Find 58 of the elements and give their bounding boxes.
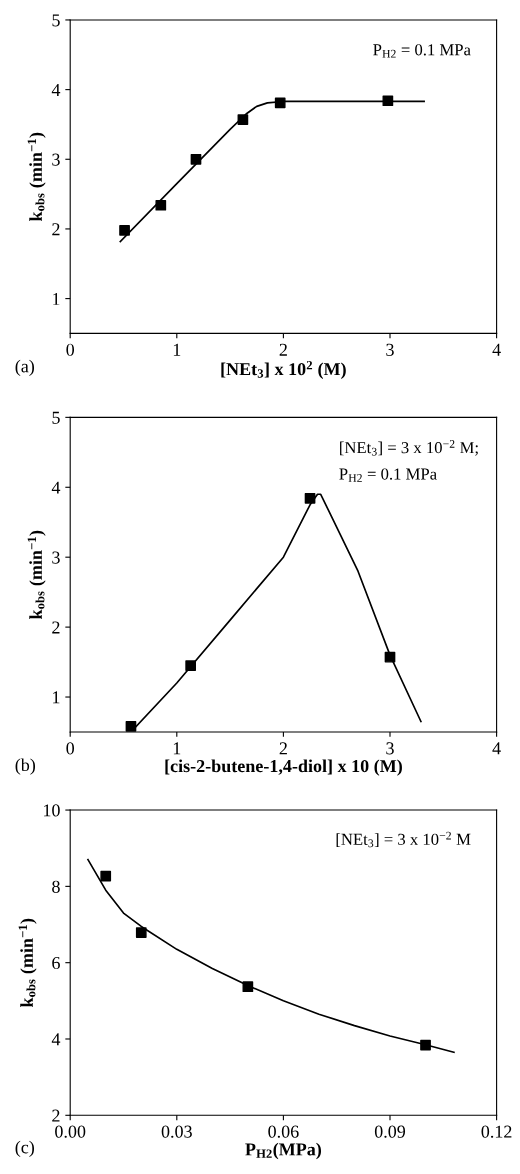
y-tick-label: 2 (52, 223, 60, 236)
point (384, 651, 396, 663)
x-tick-label: 0.00 (55, 1125, 86, 1138)
y-axis-title: k$_{obs}$ (min$^{−1}$) (18, 918, 37, 1008)
y-tick-label: 6 (52, 956, 60, 970)
x-tick-label: 0.06 (268, 1125, 299, 1138)
point (190, 153, 202, 165)
x-tick-label: 0 (66, 742, 75, 755)
annotation: [NEt$_{3}$] = 3 x 10$^{−2}$ M; (340, 440, 478, 456)
annotation: [NEt$_{3}$] = 3 x 10$^{−2}$ M (336, 831, 471, 848)
x-tick-label: 0.03 (161, 1125, 192, 1138)
y-tick-label: 3 (52, 551, 60, 564)
point (119, 224, 130, 236)
point (125, 721, 137, 732)
y-tick-label: 2 (52, 621, 60, 634)
y-tick-label: 4 (51, 83, 61, 96)
x-tick-label: 4 (492, 343, 501, 356)
y-tick-label: 5 (52, 14, 60, 27)
y-tick-label: 10 (44, 804, 60, 817)
line-series (87, 858, 455, 1054)
y-tick-label: 8 (52, 880, 60, 893)
x-axis-title: [cis-2-butene-1,4-diol] x 10 (M) (165, 759, 402, 776)
y-axis-title: k$_{obs}$ (min$^{−1}$) (27, 530, 46, 620)
point (304, 493, 316, 504)
x-tick-label: 1 (173, 343, 181, 356)
x-tick-label: 3 (386, 343, 394, 356)
point (135, 927, 147, 938)
y-tick-label: 1 (53, 691, 60, 704)
y-tick-label: 1 (53, 292, 60, 305)
point (274, 97, 286, 109)
annotation: P$_{H2}$ = 0.1 MPa (373, 44, 471, 58)
x-axis-title: [NEt$_{3}$] x 10$^{2}$ (M) (221, 360, 346, 379)
x-tick-label: 0.12 (481, 1125, 512, 1138)
y-tick-label: 2 (52, 1109, 60, 1122)
point (382, 95, 394, 107)
y-tick-label: 4 (51, 481, 61, 494)
y-tick-label: 5 (52, 411, 60, 424)
annotation: P$_{H2}$ = 0.1 MPa (339, 468, 437, 482)
y-tick-label: 4 (51, 1033, 61, 1046)
y-axis-title: k$_{obs}$ (min$^{−1}$) (27, 132, 46, 222)
x-tick-label: 2 (279, 742, 287, 755)
x-tick-label: 0.09 (374, 1125, 406, 1138)
x-tick-label: 0 (66, 343, 75, 356)
point (420, 1039, 431, 1051)
x-tick-label: 4 (492, 742, 501, 755)
text: (b) (15, 758, 36, 775)
point (237, 114, 249, 125)
x-tick-label: 1 (173, 742, 181, 755)
text: (a) (15, 359, 35, 377)
x-axis-title: P$_{H2}$(MPa) (245, 1142, 322, 1160)
x-tick-label: 2 (279, 343, 287, 356)
point (155, 199, 167, 211)
point (185, 660, 197, 671)
text: (c) (15, 1140, 35, 1158)
y-tick-label: 3 (52, 153, 60, 166)
point (242, 981, 254, 993)
x-tick-label: 3 (386, 742, 394, 755)
point (100, 870, 112, 882)
